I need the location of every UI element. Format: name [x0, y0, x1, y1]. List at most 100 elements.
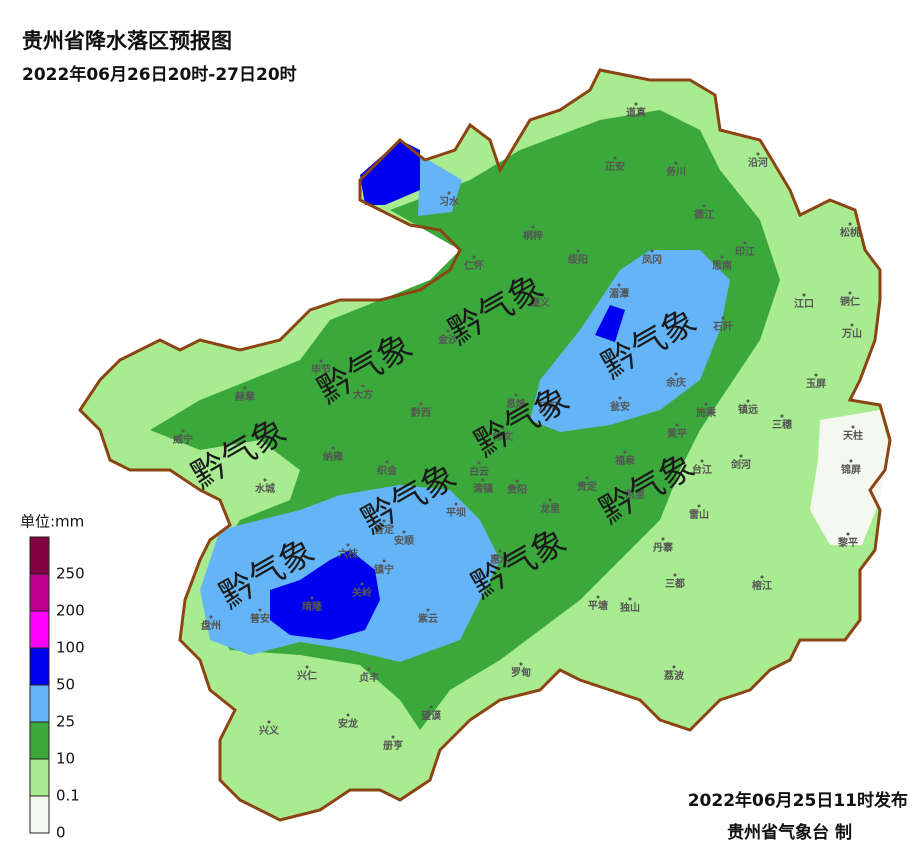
county-dot [263, 478, 267, 482]
county-dot [267, 720, 271, 724]
legend-label: 50 [56, 676, 75, 694]
county-label: 盘州 [201, 619, 221, 632]
county-dot [849, 459, 853, 463]
county-dot [385, 460, 389, 464]
legend-label: 25 [56, 713, 75, 731]
county-label: 册亨 [383, 739, 403, 752]
county-dot [702, 204, 706, 208]
county-dot [243, 386, 247, 390]
county-dot [700, 459, 704, 463]
county-label: 沿河 [748, 156, 768, 169]
county-label: 铜仁 [840, 295, 860, 308]
county-label: 德江 [693, 208, 714, 221]
county-label: 雷山 [689, 508, 709, 521]
county-label: 松桃 [840, 226, 860, 239]
county-label: 安顺 [394, 534, 414, 547]
county-label: 丹寨 [653, 541, 673, 554]
county-label: 万山 [841, 327, 862, 340]
county-label: 福泉 [614, 454, 636, 467]
county-dot [305, 665, 309, 669]
county-dot [721, 316, 725, 320]
county-label: 普安 [250, 612, 270, 625]
county-dot [310, 596, 314, 600]
county-dot [596, 595, 600, 599]
precip-zones [80, 70, 890, 820]
county-dot [675, 423, 679, 427]
county-dot [746, 399, 750, 403]
county-dot [850, 323, 854, 327]
county-label: 瓮安 [610, 400, 630, 413]
county-label: 仁怀 [464, 259, 484, 272]
county-dot [367, 667, 371, 671]
zone-blue [360, 140, 420, 205]
county-label: 凤冈 [642, 254, 662, 266]
county-label: 镇远 [738, 403, 758, 416]
county-dot [382, 519, 386, 523]
legend-label: 0 [56, 824, 66, 842]
county-label: 锦屏 [841, 463, 861, 476]
county-dot [760, 575, 764, 579]
county-label: 贵定 [577, 480, 597, 493]
county-label: 思南 [712, 259, 732, 272]
credit: 贵州省气象台 制 [727, 822, 852, 843]
county-label: 黔西 [411, 406, 431, 419]
county-dot [498, 549, 502, 553]
county-label: 紫云 [418, 612, 438, 625]
county-dot [426, 608, 430, 612]
county-dot [402, 530, 406, 534]
county-label: 息烽 [506, 397, 527, 410]
county-label: 天柱 [843, 429, 863, 442]
county-label: 榕江 [752, 579, 772, 592]
zone-white [810, 410, 890, 545]
county-dot [319, 359, 323, 363]
county-label: 罗甸 [511, 666, 531, 679]
county-dot [501, 426, 505, 430]
county-label: 贵阳 [507, 483, 527, 496]
county-label: 兴义 [259, 724, 280, 737]
county-dot [429, 705, 433, 709]
county-label: 龙里 [539, 502, 560, 515]
county-dot [780, 414, 784, 418]
county-dot [472, 255, 476, 259]
county-dot [618, 396, 622, 400]
county-label: 毕节 [311, 363, 331, 376]
county-label: 剑河 [730, 458, 751, 471]
county-dot [477, 461, 481, 465]
county-dot [739, 454, 743, 458]
county-dot [519, 662, 523, 666]
county-label: 印江 [735, 245, 755, 258]
county-label: 兴仁 [297, 669, 317, 682]
county-dot [633, 484, 637, 488]
county-label: 平坝 [446, 506, 466, 519]
county-label: 台江 [692, 463, 712, 476]
county-label: 三穗 [772, 418, 792, 431]
county-dot [674, 372, 678, 376]
county-label: 黄平 [667, 427, 687, 440]
county-label: 余庆 [665, 376, 686, 389]
county-dot [613, 156, 617, 160]
county-dot [391, 735, 395, 739]
county-label: 荔波 [663, 669, 685, 682]
legend-swatch [29, 721, 50, 760]
county-label: 习水 [439, 195, 460, 208]
county-label: 湄潭 [609, 287, 629, 300]
county-label: 望谟 [421, 709, 442, 722]
legend-label: 0.1 [56, 787, 80, 805]
county-dot [258, 608, 262, 612]
county-label: 镇宁 [374, 563, 394, 576]
county-label: 石阡 [712, 320, 733, 333]
county-dot [802, 293, 806, 297]
county-dot [538, 292, 542, 296]
legend-swatch [29, 758, 50, 797]
county-dot [454, 502, 458, 506]
legend-swatch [29, 684, 50, 723]
legend-label: 200 [56, 602, 85, 620]
county-label: 纳雍 [323, 450, 343, 463]
county-dot [361, 384, 365, 388]
county-dot [546, 396, 550, 400]
county-label: 修文 [492, 430, 514, 443]
map-title: 贵州省降水落区预报图 [22, 29, 232, 53]
county-label: 江口 [794, 297, 814, 310]
